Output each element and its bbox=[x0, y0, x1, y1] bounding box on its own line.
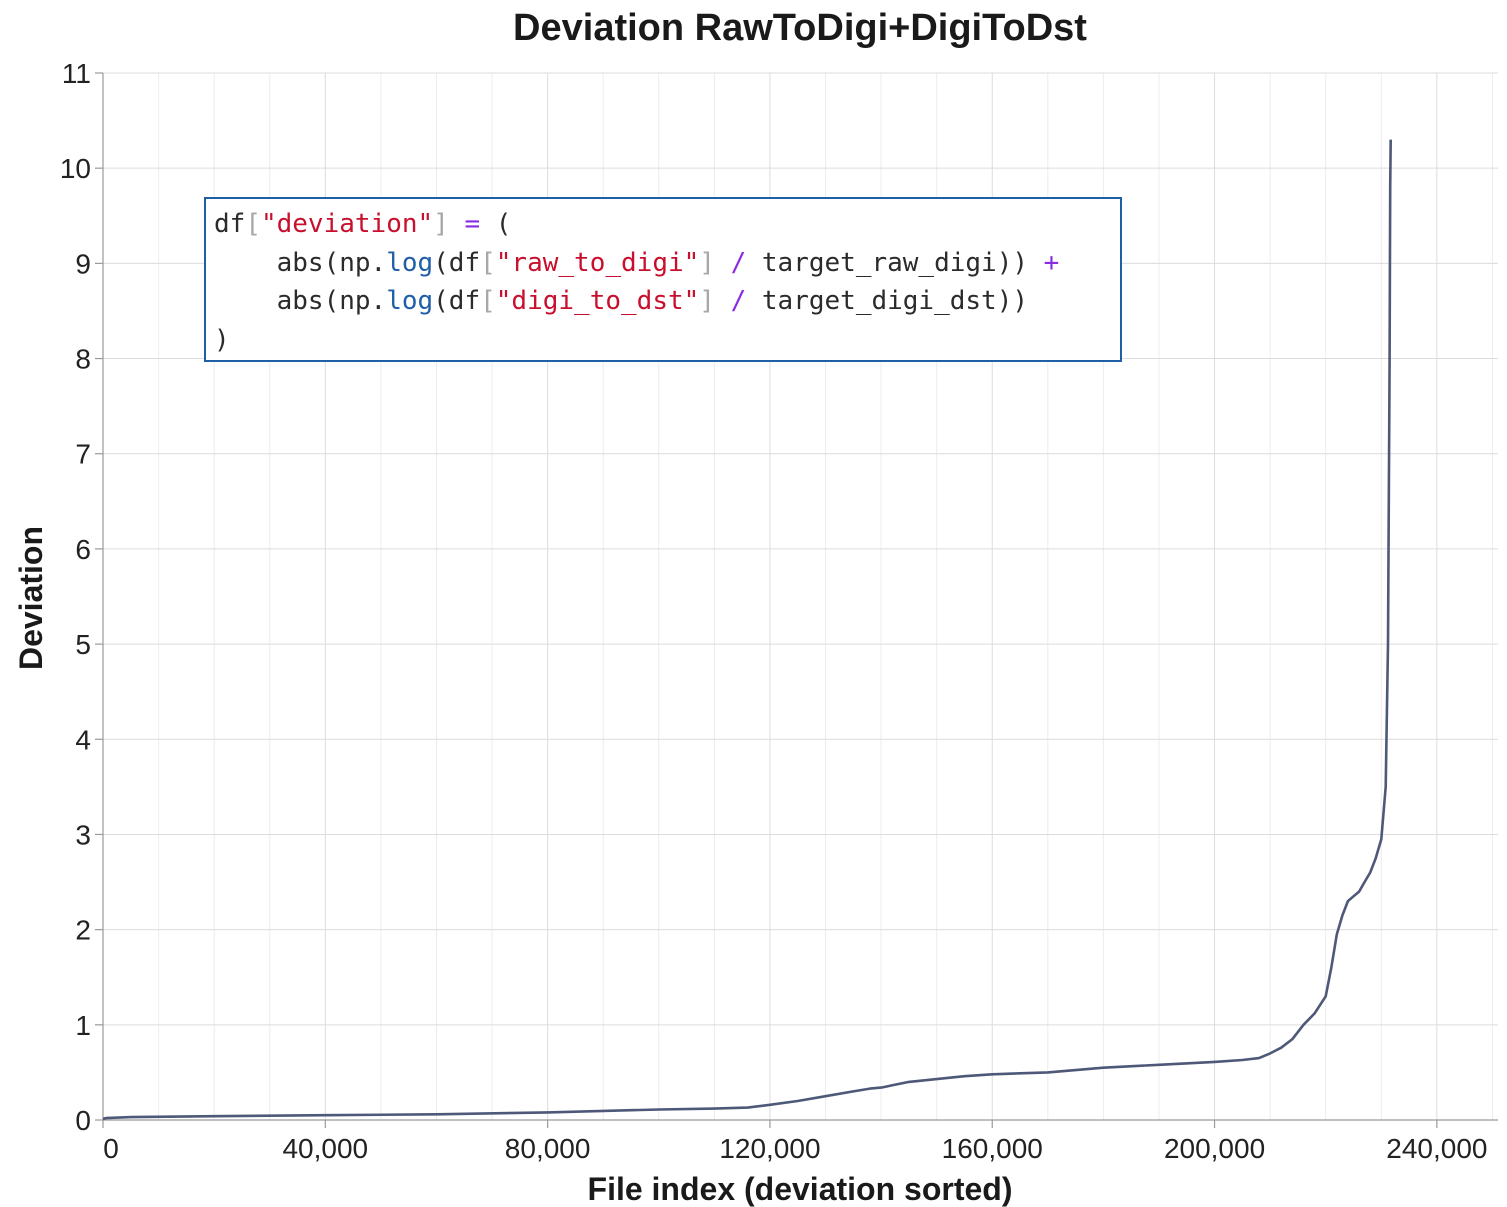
x-tick-label: 120,000 bbox=[719, 1133, 820, 1164]
y-tick-label: 11 bbox=[62, 58, 91, 89]
code-token: abs(np. bbox=[214, 247, 387, 278]
code-token: [ bbox=[480, 286, 496, 316]
code-token: (df bbox=[433, 286, 481, 316]
code-token: (df bbox=[433, 247, 481, 278]
chart-title: Deviation RawToDigi+DigiToDst bbox=[513, 7, 1087, 49]
y-tick-label: 3 bbox=[75, 819, 91, 850]
y-tick-label: 9 bbox=[75, 248, 91, 279]
code-token: ) bbox=[214, 324, 230, 355]
code-line: abs(np.log(df["raw_to_digi"] / target_ra… bbox=[214, 244, 1112, 283]
code-token: df bbox=[214, 209, 246, 239]
code-token: "raw_to_digi" bbox=[495, 247, 700, 278]
y-tick-label: 2 bbox=[75, 915, 91, 946]
y-axis-label: Deviation bbox=[13, 526, 49, 670]
deviation-series-line bbox=[102, 139, 1392, 1121]
y-tick-label: 5 bbox=[75, 629, 91, 660]
code-token: target_raw_digi)) bbox=[746, 247, 1044, 278]
code-token: abs(np. bbox=[214, 286, 387, 316]
code-token bbox=[715, 248, 731, 278]
x-tick-label: 80,000 bbox=[505, 1133, 591, 1164]
code-line: ) bbox=[214, 321, 1112, 360]
x-axis-label: File index (deviation sorted) bbox=[588, 1171, 1013, 1207]
code-token: [ bbox=[245, 209, 261, 239]
code-token: ] bbox=[699, 247, 715, 278]
code-token: ] bbox=[433, 209, 449, 239]
y-tick-label: 0 bbox=[75, 1105, 91, 1136]
x-tick-label: 40,000 bbox=[282, 1133, 368, 1164]
y-tick-label: 6 bbox=[75, 534, 91, 565]
code-token bbox=[449, 209, 465, 239]
x-tick-label: 0 bbox=[103, 1133, 119, 1164]
code-token: ( bbox=[480, 209, 512, 239]
code-token: + bbox=[1043, 247, 1060, 278]
x-tick-label: 240,000 bbox=[1386, 1133, 1487, 1164]
code-token: "digi_to_dst" bbox=[495, 286, 700, 316]
code-token: log bbox=[386, 286, 434, 316]
y-tick-label: 8 bbox=[75, 344, 91, 375]
code-line: abs(np.log(df["digi_to_dst"] / target_di… bbox=[214, 282, 1112, 321]
code-token: "deviation" bbox=[260, 209, 434, 239]
axes-layer: 0 40,000 80,000 120,000 160,000 200,000 240,00… bbox=[60, 58, 1498, 1164]
y-tick-label: 10 bbox=[60, 153, 91, 184]
code-token: / bbox=[730, 286, 747, 316]
series-layer bbox=[102, 139, 1392, 1121]
code-token: [ bbox=[480, 247, 496, 278]
x-tick-label: 200,000 bbox=[1164, 1133, 1265, 1164]
code-token: log bbox=[386, 247, 434, 278]
x-tick-label: 160,000 bbox=[942, 1133, 1043, 1164]
code-token: ] bbox=[699, 286, 715, 316]
code-token: = bbox=[464, 209, 481, 239]
code-token: target_digi_dst)) bbox=[746, 286, 1029, 316]
formula-code-box: df["deviation"] = ( abs(np.log(df["raw_t… bbox=[204, 197, 1122, 362]
code-token: / bbox=[730, 247, 747, 278]
code-token bbox=[715, 286, 731, 316]
y-tick-label: 4 bbox=[75, 724, 91, 755]
y-tick-label: 1 bbox=[75, 1010, 91, 1041]
code-line: df["deviation"] = ( bbox=[214, 205, 1112, 244]
y-tick-label: 7 bbox=[75, 439, 91, 470]
